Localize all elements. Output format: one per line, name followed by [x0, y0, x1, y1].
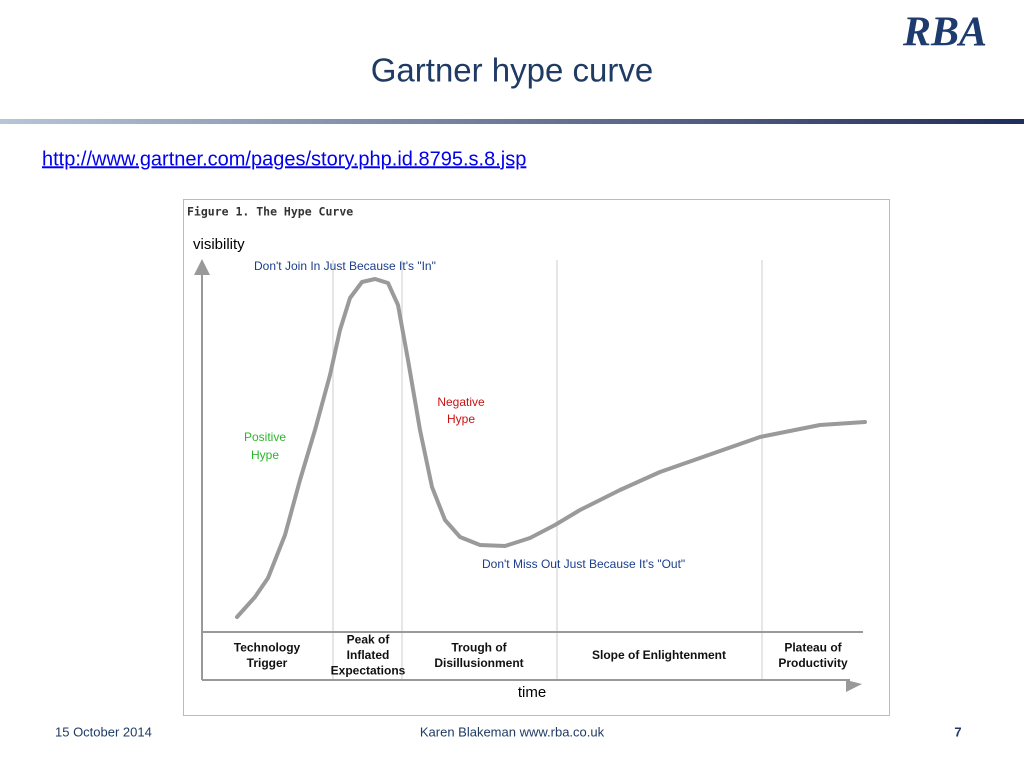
figure-title: Figure 1. The Hype Curve — [187, 205, 353, 219]
phase-label: Expectations — [331, 664, 406, 678]
footer-date: 15 October 2014 — [55, 724, 152, 739]
annotation: Hype — [447, 412, 475, 426]
x-arrow — [846, 680, 862, 692]
axes — [201, 272, 863, 681]
phase-label: Technology — [234, 640, 301, 654]
annotation: Positive — [244, 430, 286, 444]
annotation: Don't Join In Just Because It's "In" — [254, 259, 436, 273]
y-arrow — [194, 259, 210, 275]
annotation: Negative — [437, 395, 485, 409]
y-axis-label: visibility — [193, 236, 245, 253]
page-number: 7 — [954, 724, 961, 739]
figure-frame — [183, 199, 890, 716]
hype-curve — [235, 277, 867, 619]
logo: RBA — [902, 10, 987, 56]
phase-label: Productivity — [778, 656, 848, 670]
phase-label: Disillusionment — [434, 656, 523, 670]
phase-label: Trigger — [247, 656, 288, 670]
phase-label: Trough of — [451, 640, 507, 654]
slide-title: Gartner hype curve — [371, 52, 653, 89]
x-axis-label: time — [518, 684, 546, 701]
footer-author: Karen Blakeman www.rba.co.uk — [420, 724, 605, 739]
phase-label: Inflated — [347, 648, 390, 662]
title-rule — [0, 119, 1024, 124]
phase-label: Peak of — [347, 633, 391, 647]
phase-label: Slope of Enlightenment — [592, 648, 726, 662]
annotation: Don't Miss Out Just Because It's "Out" — [482, 557, 685, 571]
phase-label: Plateau of — [784, 640, 842, 654]
annotation: Hype — [251, 448, 279, 462]
link[interactable]: http://www.gartner.com/pages/story.php.i… — [42, 148, 526, 170]
